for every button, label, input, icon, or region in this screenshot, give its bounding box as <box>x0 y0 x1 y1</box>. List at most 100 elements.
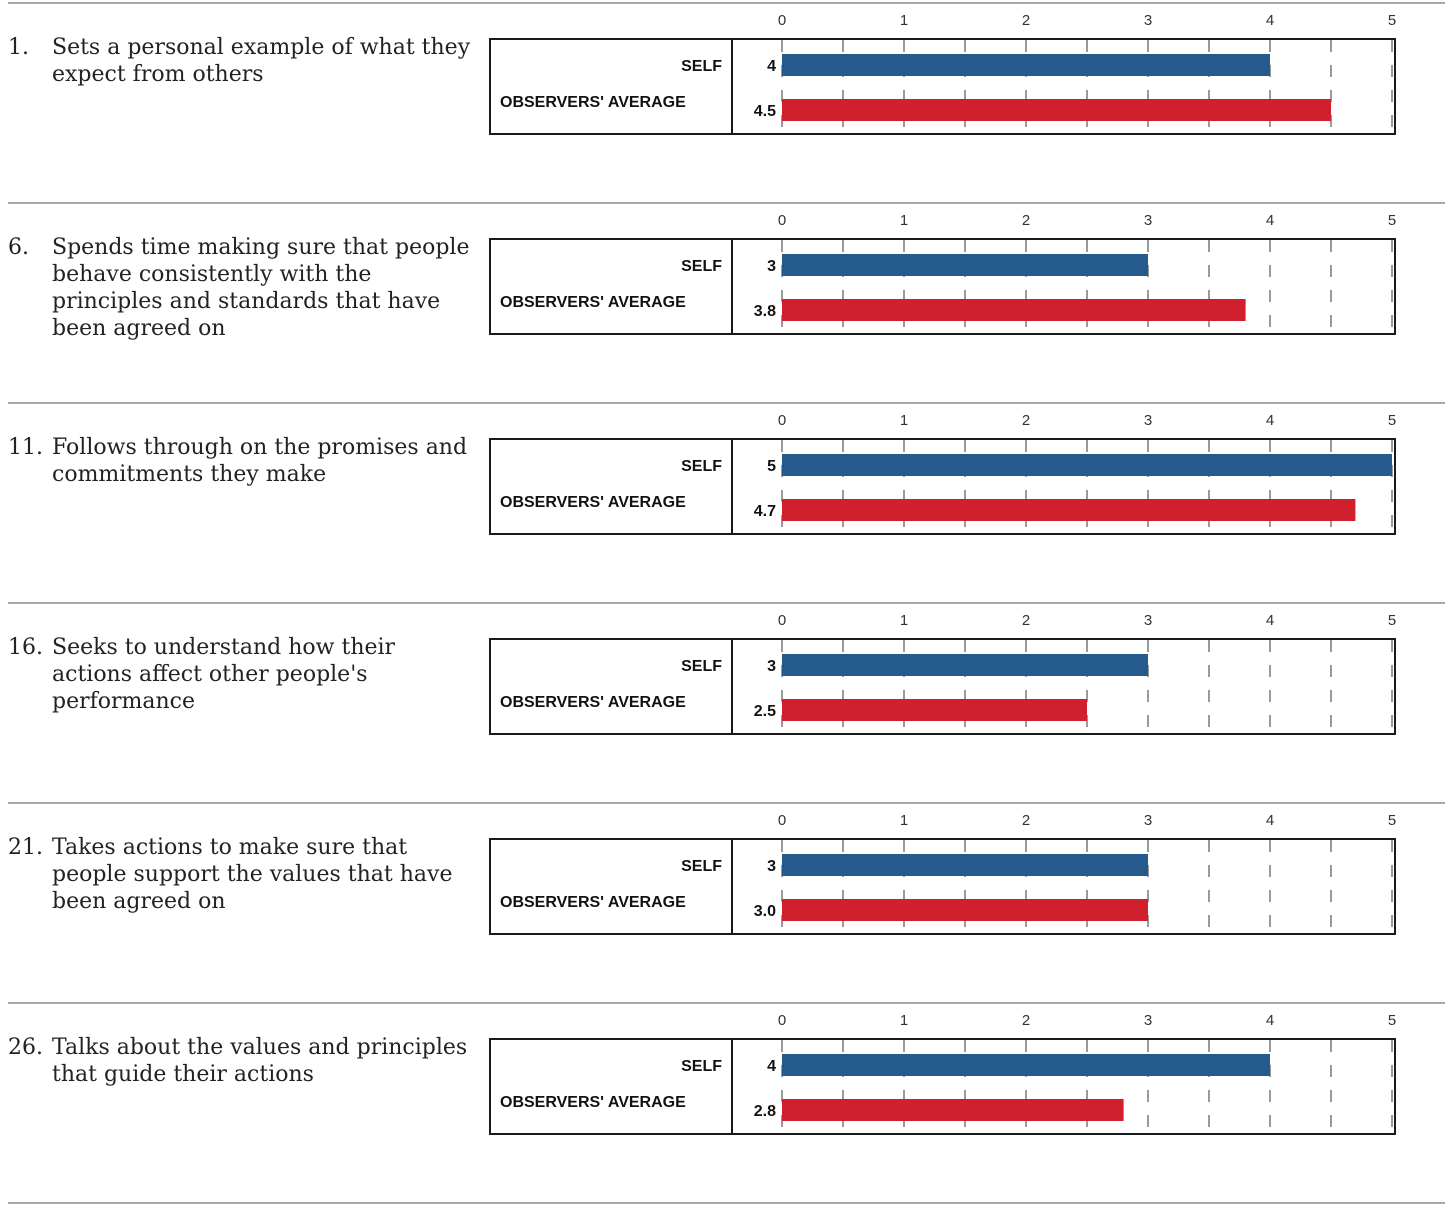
bar-chart-box: SELF OBSERVERS' AVERAGE 4 4.5 <box>489 38 1396 135</box>
observers-score-label: 4.5 <box>753 103 776 120</box>
question-number: 21. <box>8 835 43 860</box>
self-row-label: SELF <box>681 258 722 275</box>
self-row-label: SELF <box>681 458 722 475</box>
observers-row-label: OBSERVERS' AVERAGE <box>500 94 686 111</box>
axis-tick-label: 5 <box>1387 812 1397 829</box>
observers-score-label: 2.5 <box>753 703 776 720</box>
self-score-label: 3 <box>767 658 776 675</box>
axis-tick-label: 0 <box>777 812 787 829</box>
divider-line <box>8 1202 1445 1204</box>
observers-score-label: 3.0 <box>753 903 776 920</box>
observers-bar <box>782 899 1148 921</box>
divider-line <box>8 802 1445 804</box>
bar-chart-box: SELF OBSERVERS' AVERAGE 5 4.7 <box>489 438 1396 535</box>
label-separator <box>731 1040 733 1133</box>
observers-row-label: OBSERVERS' AVERAGE <box>500 294 686 311</box>
bar-chart-box: SELF OBSERVERS' AVERAGE 3 3.0 <box>489 838 1396 935</box>
observers-score-label: 2.8 <box>753 1103 776 1120</box>
observers-bar <box>782 99 1331 121</box>
observers-row-label: OBSERVERS' AVERAGE <box>500 694 686 711</box>
axis-tick-label: 4 <box>1265 12 1275 29</box>
self-score-label: 4 <box>767 1058 776 1075</box>
bar-chart-box: SELF OBSERVERS' AVERAGE 3 3.8 <box>489 238 1396 335</box>
axis-tick-label: 2 <box>1021 612 1031 629</box>
question-number: 6. <box>8 235 29 260</box>
self-bar <box>782 454 1392 476</box>
observers-row-label: OBSERVERS' AVERAGE <box>500 894 686 911</box>
axis-tick-label: 2 <box>1021 212 1031 229</box>
axis-tick-label: 1 <box>899 412 909 429</box>
label-separator <box>731 240 733 333</box>
bar-plot-area <box>781 40 1393 133</box>
self-row-label: SELF <box>681 858 722 875</box>
observers-bar <box>782 1099 1124 1121</box>
divider-line <box>8 2 1445 4</box>
axis-tick-label: 3 <box>1143 1012 1153 1029</box>
axis-tick-label: 1 <box>899 212 909 229</box>
self-row-label: SELF <box>681 658 722 675</box>
observers-bar <box>782 499 1356 521</box>
question-statement: Seeks to understand how their actions af… <box>52 635 396 714</box>
axis-tick-label: 2 <box>1021 1012 1031 1029</box>
question-item: 16. Seeks to understand how their actions… <box>0 602 1445 802</box>
axis-tick-label: 3 <box>1143 212 1153 229</box>
axis-tick-label: 2 <box>1021 412 1031 429</box>
question-number: 16. <box>8 635 43 660</box>
observers-score-label: 4.7 <box>753 503 776 520</box>
axis-tick-label: 5 <box>1387 212 1397 229</box>
question-item: 11. Follows through on the promises and c… <box>0 402 1445 602</box>
label-separator <box>731 40 733 133</box>
axis-tick-label: 0 <box>777 212 787 229</box>
axis-tick-label: 3 <box>1143 12 1153 29</box>
self-bar <box>782 854 1148 876</box>
self-score-label: 3 <box>767 258 776 275</box>
axis-tick-label: 1 <box>899 812 909 829</box>
divider-line <box>8 1002 1445 1004</box>
question-statement: Sets a personal example of what they exp… <box>52 35 471 87</box>
question-number: 1. <box>8 35 29 60</box>
axis-tick-label: 5 <box>1387 612 1397 629</box>
self-row-label: SELF <box>681 1058 722 1075</box>
self-score-label: 3 <box>767 858 776 875</box>
self-score-label: 4 <box>767 58 776 75</box>
axis-tick-label: 1 <box>899 1012 909 1029</box>
self-bar <box>782 1054 1270 1076</box>
axis-tick-label: 0 <box>777 12 787 29</box>
axis-tick-label: 1 <box>899 612 909 629</box>
bar-plot-area <box>781 440 1393 533</box>
axis-tick-label: 3 <box>1143 412 1153 429</box>
question-item: 1. Sets a personal example of what they e… <box>0 2 1445 202</box>
bar-plot-area <box>781 1040 1393 1133</box>
bar-chart-box: SELF OBSERVERS' AVERAGE 4 2.8 <box>489 1038 1396 1135</box>
axis-tick-label: 4 <box>1265 412 1275 429</box>
question-statement: Takes actions to make sure that people s… <box>52 835 453 914</box>
axis-tick-label: 3 <box>1143 612 1153 629</box>
axis-tick-label: 2 <box>1021 12 1031 29</box>
axis-tick-label: 0 <box>777 412 787 429</box>
divider-line <box>8 202 1445 204</box>
divider-line <box>8 402 1445 404</box>
axis-tick-label: 5 <box>1387 12 1397 29</box>
question-item: 6. Spends time making sure that people be… <box>0 202 1445 402</box>
question-statement: Spends time making sure that people beha… <box>52 235 470 341</box>
bar-plot-area <box>781 240 1393 333</box>
self-bar <box>782 54 1270 76</box>
self-bar <box>782 254 1148 276</box>
axis-tick-label: 4 <box>1265 612 1275 629</box>
question-number: 11. <box>8 435 43 460</box>
observers-row-label: OBSERVERS' AVERAGE <box>500 494 686 511</box>
question-number: 26. <box>8 1035 43 1060</box>
observers-score-label: 3.8 <box>753 303 776 320</box>
axis-tick-label: 1 <box>899 12 909 29</box>
divider-line <box>8 602 1445 604</box>
self-bar <box>782 654 1148 676</box>
question-statement: Follows through on the promises and comm… <box>52 435 468 487</box>
label-separator <box>731 440 733 533</box>
question-item: 26. Talks about the values and principles… <box>0 1002 1445 1202</box>
axis-tick-label: 4 <box>1265 212 1275 229</box>
observers-row-label: OBSERVERS' AVERAGE <box>500 1094 686 1111</box>
axis-tick-label: 4 <box>1265 812 1275 829</box>
axis-tick-label: 5 <box>1387 412 1397 429</box>
axis-tick-label: 3 <box>1143 812 1153 829</box>
label-separator <box>731 640 733 733</box>
